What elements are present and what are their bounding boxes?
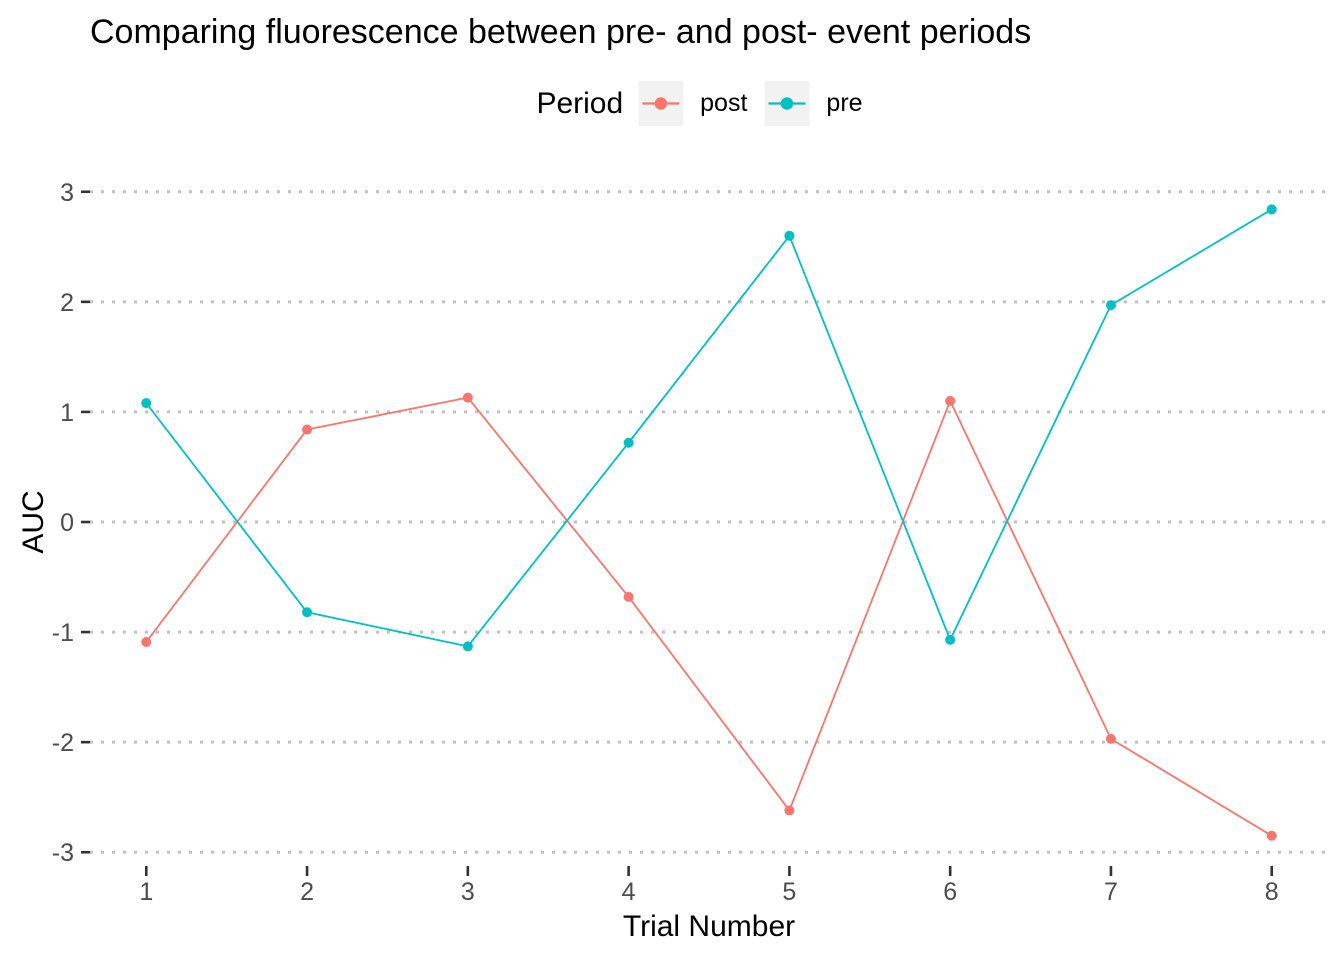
y-axis-tick-label: 2 xyxy=(60,289,74,317)
x-axis-tick-label: 3 xyxy=(461,878,475,906)
x-axis-tick-label: 1 xyxy=(139,878,153,906)
y-axis-tick-label: -3 xyxy=(52,839,74,867)
series-line-pre xyxy=(145,208,1273,648)
data-point-post-5 xyxy=(784,805,795,816)
line-point-key-icon xyxy=(642,97,680,110)
data-point-pre-7 xyxy=(1105,300,1116,311)
legend-title: Period xyxy=(536,86,624,120)
legend: Period post pre xyxy=(536,81,879,126)
legend-label-post: post xyxy=(700,89,748,117)
page-title: Comparing fluorescence between pre- and … xyxy=(90,13,1032,51)
data-point-pre-5 xyxy=(784,230,795,241)
legend-key-post xyxy=(638,81,684,126)
x-axis-tick-label: 7 xyxy=(1104,878,1118,906)
x-axis-tick-label: 8 xyxy=(1265,878,1279,906)
data-point-pre-6 xyxy=(945,634,956,645)
data-point-post-3 xyxy=(462,392,473,403)
data-point-pre-1 xyxy=(141,398,152,409)
legend-item-pre: pre xyxy=(764,81,879,126)
y-axis-tick-label: 3 xyxy=(60,179,74,207)
series-line-post xyxy=(145,396,1273,837)
y-axis-tick-label: -1 xyxy=(52,619,74,647)
data-point-post-2 xyxy=(302,424,313,435)
y-axis-tick-label: -2 xyxy=(52,729,74,757)
x-axis-tick-label: 6 xyxy=(943,878,957,906)
legend-key-pre xyxy=(764,81,810,126)
data-point-post-7 xyxy=(1105,733,1116,744)
data-point-pre-4 xyxy=(623,437,634,448)
data-point-pre-8 xyxy=(1266,204,1277,215)
x-axis-tick-label: 4 xyxy=(622,878,636,906)
data-point-post-4 xyxy=(623,591,634,602)
data-point-pre-3 xyxy=(462,641,473,652)
y-axis-tick-label: 1 xyxy=(60,399,74,427)
x-axis-title: Trial Number xyxy=(622,910,796,943)
x-axis-tick-label: 2 xyxy=(300,878,314,906)
legend-label-pre: pre xyxy=(826,89,863,117)
data-point-post-1 xyxy=(141,636,152,647)
y-axis-title: AUC xyxy=(17,490,50,554)
legend-item-post: post xyxy=(638,81,764,126)
data-point-post-8 xyxy=(1266,830,1277,841)
data-point-pre-2 xyxy=(302,607,313,618)
data-point-post-6 xyxy=(945,395,956,406)
line-point-key-icon xyxy=(768,97,806,110)
y-axis-tick-label: 0 xyxy=(60,509,74,537)
x-axis-tick-label: 5 xyxy=(782,878,796,906)
